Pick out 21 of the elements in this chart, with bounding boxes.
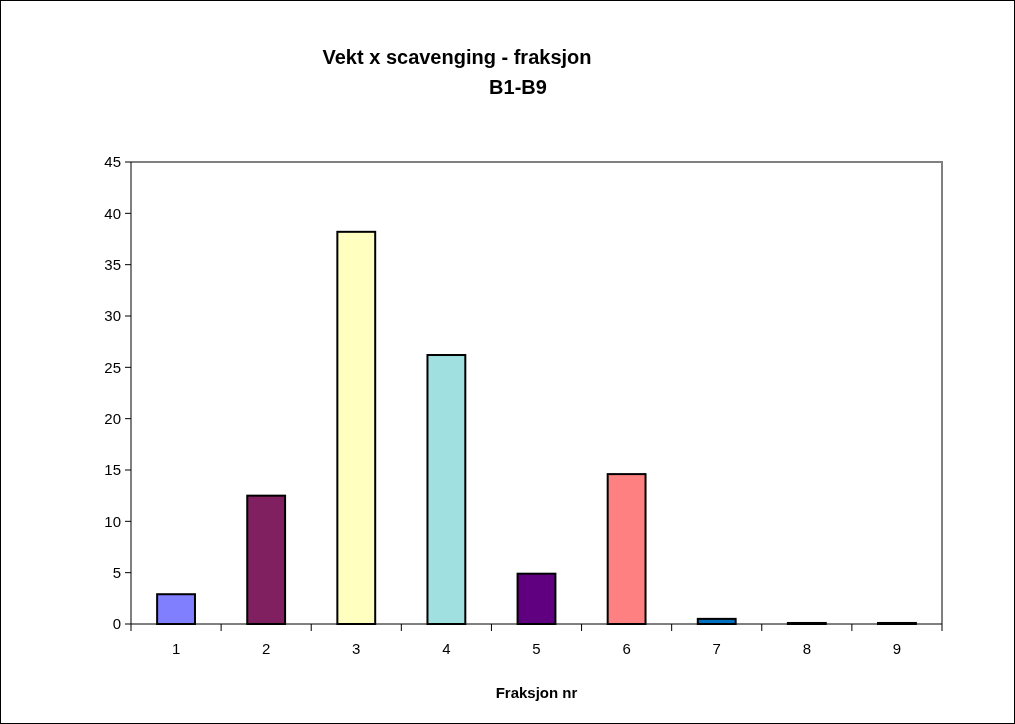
y-tick-label: 25 — [104, 358, 121, 376]
y-tick-label: 45 — [104, 153, 121, 171]
y-tick-label: 30 — [104, 307, 121, 325]
chart-title: Vekt x scavenging - fraksjon B1-B9 — [322, 46, 592, 98]
y-tick-label: 5 — [112, 563, 121, 581]
x-tick-label: 1 — [171, 640, 181, 657]
x-tick-label: 7 — [712, 640, 721, 657]
y-tick-label: 15 — [104, 461, 121, 479]
x-tick-label: 8 — [802, 640, 812, 657]
y-tick-label: 10 — [104, 512, 121, 530]
x-tick-label: 2 — [261, 640, 271, 657]
x-tick-label: 5 — [532, 640, 541, 657]
y-tick-label: 40 — [104, 204, 121, 222]
x-axis-title: Fraksjon nr — [495, 684, 578, 701]
x-tick-label: 3 — [352, 640, 361, 657]
x-tick-label: 9 — [892, 640, 902, 657]
x-tick-label: 6 — [622, 640, 631, 657]
y-tick-label: 20 — [104, 409, 121, 427]
x-tick-label: 4 — [442, 640, 451, 657]
y-tick-label: 35 — [104, 255, 121, 273]
y-tick-label: 0 — [112, 615, 121, 633]
